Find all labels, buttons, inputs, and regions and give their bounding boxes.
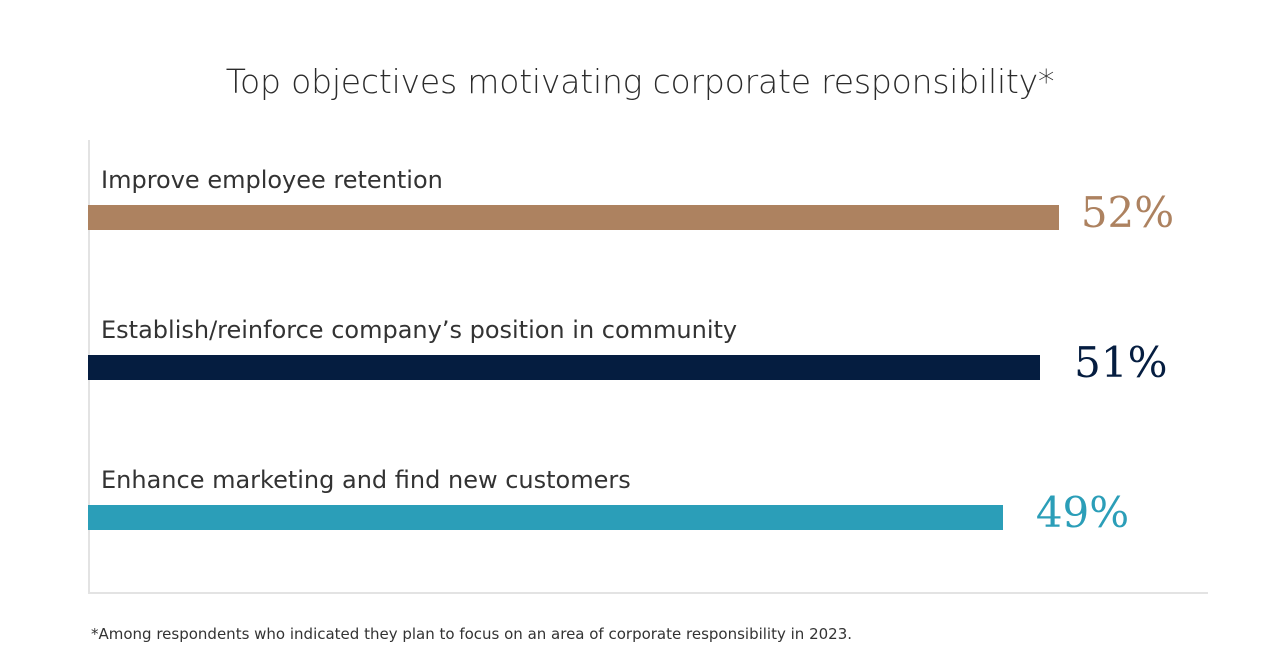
category-label: Enhance marketing and find new customers	[101, 466, 631, 494]
value-label: 52%	[1080, 188, 1175, 237]
footnote: *Among respondents who indicated they pl…	[91, 625, 853, 643]
bar	[88, 505, 1003, 530]
category-label: Improve employee retention	[101, 166, 443, 194]
bar	[88, 355, 1041, 380]
value-label: 49%	[1035, 488, 1130, 537]
bar	[88, 205, 1059, 230]
x-axis-line	[88, 592, 1208, 594]
category-label: Establish/reinforce company’s position i…	[101, 316, 738, 344]
chart-title: Top objectives motivating corporate resp…	[225, 62, 1055, 101]
value-label: 51%	[1074, 338, 1168, 387]
